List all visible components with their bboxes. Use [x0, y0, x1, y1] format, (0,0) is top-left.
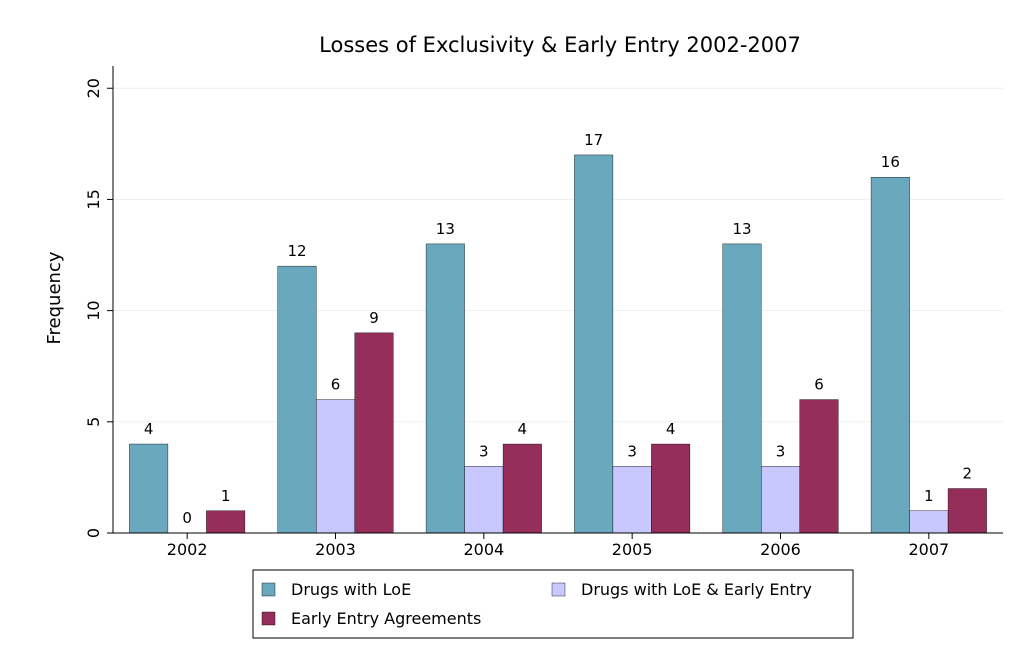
- data-label-2007-s2: 2: [963, 465, 973, 483]
- data-label-2007-s0: 16: [881, 153, 900, 171]
- bar-2005-s0: [574, 154, 614, 534]
- y-tick-label-5: 5: [84, 417, 103, 427]
- data-label-2005-s2: 4: [666, 420, 676, 438]
- data-label-2003-s1: 6: [331, 376, 341, 394]
- bar-2007-s0: [870, 176, 910, 534]
- legend-box: [252, 569, 854, 639]
- x-tick-label-2002: 2002: [167, 540, 208, 559]
- x-tick-label-2005: 2005: [612, 540, 653, 559]
- bar-2006-s0: [722, 243, 762, 534]
- y-ticks: 0 5 10 15 20: [84, 78, 113, 538]
- bar-2005-s1: [612, 466, 652, 534]
- y-tick-label-10: 10: [84, 300, 103, 320]
- bar-2006-s1: [761, 466, 800, 534]
- x-tick-label-2006: 2006: [760, 540, 801, 559]
- bar-2003-s1: [316, 399, 355, 534]
- gridlines: [113, 87, 1003, 423]
- data-label-2002-s2: 1: [221, 487, 231, 505]
- data-label-2002-s1: 0: [182, 509, 192, 527]
- data-label-2003-s0: 12: [287, 242, 306, 260]
- bar-2003-s2: [354, 332, 394, 534]
- y-tick-label-20: 20: [84, 78, 103, 98]
- bar-2007-s2: [947, 488, 987, 534]
- data-label-2005-s1: 3: [627, 442, 637, 460]
- data-label-2007-s1: 1: [924, 487, 934, 505]
- bar-2004-s0: [425, 243, 465, 534]
- data-label-2004-s0: 13: [436, 220, 455, 238]
- legend-label-s0: Drugs with LoE: [291, 580, 411, 599]
- legend-label-s2: Early Entry Agreements: [291, 609, 481, 628]
- bar-2004-s1: [464, 466, 504, 534]
- bar-2005-s2: [651, 443, 691, 534]
- x-tick-label-2003: 2003: [315, 540, 356, 559]
- bar-2007-s1: [909, 510, 949, 534]
- bar-2006-s2: [799, 399, 839, 534]
- legend-swatch-s0: [261, 582, 276, 597]
- data-label-2002-s0: 4: [144, 420, 154, 438]
- y-tick-label-15: 15: [84, 189, 103, 209]
- data-label-2006-s1: 3: [776, 442, 786, 460]
- data-label-2004-s2: 4: [518, 420, 528, 438]
- legend-swatch-s1: [551, 582, 566, 597]
- legend-label-s1: Drugs with LoE & Early Entry: [581, 580, 812, 599]
- chart-title-group: Losses of Exclusivity & Early Entry 2002…: [319, 33, 801, 57]
- data-label-2003-s2: 9: [369, 309, 379, 327]
- data-label-2006-s2: 6: [814, 376, 824, 394]
- data-label-2005-s0: 17: [584, 131, 603, 149]
- axes: [112, 66, 1003, 534]
- y-axis-label: Frequency: [44, 251, 65, 344]
- legend: Drugs with LoE Drugs with LoE & Early Ent…: [252, 569, 854, 639]
- bar-2004-s2: [502, 443, 542, 534]
- bar-2002-s2: [206, 510, 246, 534]
- legend-swatch-s2: [261, 611, 276, 626]
- y-tick-label-0: 0: [84, 528, 103, 538]
- bars: [129, 154, 987, 534]
- x-tick-label-2004: 2004: [463, 540, 504, 559]
- x-ticks: 2002 2003 2004 2005 2006 2007: [167, 533, 949, 559]
- bar-2003-s0: [277, 265, 317, 534]
- data-label-2006-s0: 13: [732, 220, 751, 238]
- chart-title: Losses of Exclusivity & Early Entry 2002…: [319, 33, 801, 57]
- x-tick-label-2007: 2007: [908, 540, 949, 559]
- data-label-2004-s1: 3: [479, 442, 489, 460]
- bar-2002-s0: [129, 443, 169, 534]
